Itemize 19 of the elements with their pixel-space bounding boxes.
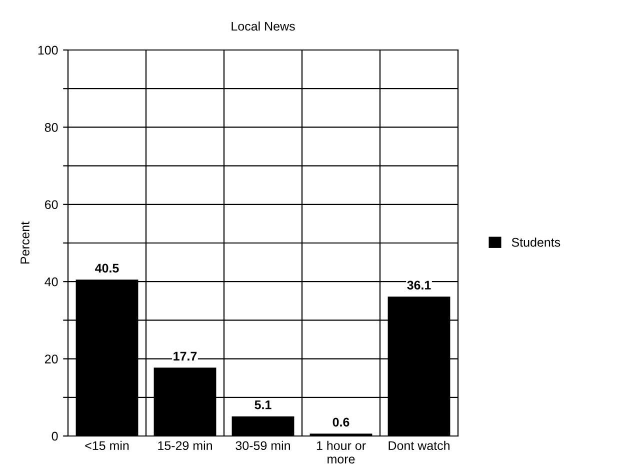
legend-label: Students bbox=[512, 238, 560, 247]
y-axis-title: Percent bbox=[20, 222, 30, 264]
x-tick-label: 30-59 min bbox=[236, 440, 290, 450]
y-tick-label: 0 bbox=[52, 432, 58, 441]
data-label: 17.7 bbox=[174, 352, 197, 360]
data-label: 0.6 bbox=[332, 418, 350, 427]
data-label: 36.1 bbox=[407, 280, 431, 290]
y-tick-label: 60 bbox=[45, 200, 58, 210]
data-label: 5.1 bbox=[254, 400, 272, 410]
x-tick-label: Dont watch bbox=[388, 440, 450, 450]
y-tick-label: 100 bbox=[38, 46, 58, 55]
y-tick-label: 20 bbox=[45, 354, 58, 364]
y-tick-label: 80 bbox=[44, 123, 58, 132]
data-label: 40.5 bbox=[95, 264, 119, 273]
x-tick-label: <15 min bbox=[85, 440, 129, 450]
chart-title: Local News bbox=[232, 21, 295, 31]
x-tick-label: 1 hour or more bbox=[316, 440, 366, 464]
x-tick-label: 15-29 min bbox=[158, 440, 212, 450]
y-tick-label: 40 bbox=[44, 277, 58, 286]
